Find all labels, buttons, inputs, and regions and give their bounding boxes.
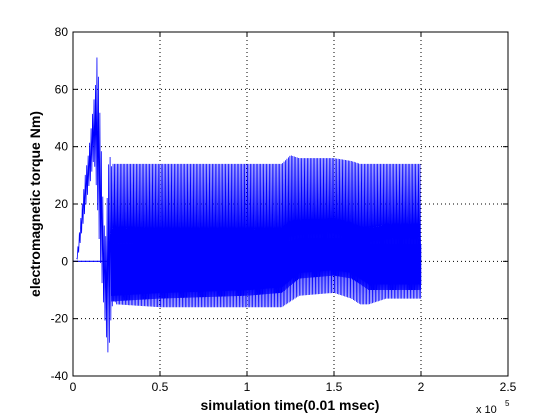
x-tick-label: 0 — [70, 380, 77, 394]
y-tick-label: 0 — [61, 254, 68, 268]
x-tick-label: 0.5 — [152, 380, 169, 394]
data-layer — [73, 57, 422, 353]
series-torque-line — [76, 57, 422, 353]
series-core-oscillation — [110, 232, 422, 302]
y-tick-labels: 80 60 40 20 0 -20 -40 — [51, 25, 69, 383]
x-tick-label: 2.5 — [500, 380, 517, 394]
x-axis-title: simulation time(0.01 msec) — [201, 397, 380, 413]
x-exponent-label: x 10 — [476, 404, 497, 416]
y-tick-label: -20 — [51, 312, 69, 326]
x-tick-label: 1 — [244, 380, 251, 394]
axis-ticks — [72, 31, 509, 377]
x-tick-label: 1.5 — [326, 380, 343, 394]
y-axis-title: electromagnetic torque Nm) — [27, 111, 43, 297]
x-tick-label: 2 — [418, 380, 425, 394]
y-tick-label: 80 — [55, 25, 69, 39]
y-tick-label: 40 — [55, 140, 69, 154]
x-tick-labels: 0 0.5 1 1.5 2 2.5 — [70, 380, 517, 394]
y-tick-label: 20 — [55, 197, 69, 211]
y-tick-label: 60 — [55, 82, 69, 96]
y-tick-label: -40 — [51, 369, 69, 383]
x-exponent-power: 5 — [505, 399, 510, 408]
